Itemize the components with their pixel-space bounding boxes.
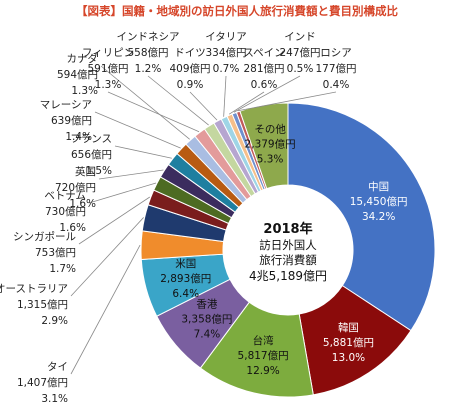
label-amount-フランス: 656億円 — [71, 148, 112, 161]
label-name-フランス: フランス — [70, 133, 112, 145]
leader-フランス — [114, 145, 172, 159]
label-amount-米国: 2,893億円 — [160, 272, 211, 285]
label-share-シンガポール: 1.7% — [49, 263, 76, 275]
center-line2: 旅行消費額 — [259, 253, 317, 267]
label-name-オーストラリア: オーストラリア — [0, 283, 68, 295]
label-name-イタリア: イタリア — [205, 31, 247, 43]
label-name-その他: その他 — [254, 122, 286, 135]
label-name-ドイツ: ドイツ — [174, 47, 206, 59]
label-share-タイ: 3.1% — [41, 393, 68, 405]
label-name-韓国: 韓国 — [338, 322, 359, 334]
label-share-英国: 1.6% — [69, 198, 96, 210]
label-amount-台湾: 5,817億円 — [238, 349, 289, 362]
label-name-インドネシア: インドネシア — [117, 31, 180, 43]
leader-イタリア — [223, 75, 227, 117]
slice-中国 — [287, 102, 436, 332]
label-amount-カナダ: 594億円 — [57, 68, 98, 81]
label-share-インド: 0.5% — [287, 63, 314, 75]
center-label-group: 2018年 訪日外国人 旅行消費額 4兆5,189億円 — [249, 221, 327, 283]
label-name-シンガポール: シンガポール — [13, 231, 76, 243]
label-name-米国: 米国 — [175, 257, 196, 270]
label-amount-タイ: 1,407億円 — [17, 376, 68, 389]
label-amount-韓国: 5,881億円 — [323, 336, 374, 349]
label-share-イタリア: 0.7% — [213, 63, 240, 75]
label-share-中国: 34.2% — [362, 211, 395, 223]
label-share-ドイツ: 0.9% — [177, 79, 204, 91]
label-share-韓国: 13.0% — [332, 352, 365, 364]
label-name-インド: インド — [284, 31, 316, 43]
leader-インドネシア — [147, 75, 209, 126]
label-amount-その他: 2,379億円 — [245, 137, 296, 150]
leader-ベトナム — [88, 182, 157, 204]
center-year: 2018年 — [263, 221, 312, 237]
label-amount-イタリア: 334億円 — [205, 46, 246, 59]
label-amount-インドネシア: 558億円 — [127, 46, 168, 59]
leader-スペイン — [228, 91, 265, 115]
label-share-マレーシア: 1.4% — [65, 131, 92, 143]
label-amount-ベトナム: 730億円 — [45, 205, 86, 218]
leader-カナダ — [100, 65, 190, 140]
label-name-ロシア: ロシア — [320, 47, 352, 59]
label-amount-オーストラリア: 1,315億円 — [17, 298, 68, 311]
label-share-米国: 6.4% — [172, 288, 199, 300]
leader-タイ — [70, 244, 141, 375]
leader-英国 — [98, 169, 164, 180]
label-share-ロシア: 0.4% — [323, 79, 350, 91]
label-name-中国: 中国 — [368, 180, 389, 193]
label-share-台湾: 12.9% — [246, 365, 279, 377]
label-name-カナダ: カナダ — [67, 52, 99, 65]
leader-オーストラリア — [70, 217, 144, 297]
slice-その他 — [239, 102, 289, 190]
label-amount-インド: 247億円 — [279, 46, 320, 59]
label-amount-ロシア: 177億円 — [315, 62, 356, 75]
label-share-その他: 5.3% — [257, 153, 284, 165]
center-total: 4兆5,189億円 — [249, 269, 327, 283]
label-amount-フィリピン: 591億円 — [87, 62, 128, 75]
label-name-タイ: タイ — [47, 361, 68, 373]
label-share-香港: 7.4% — [194, 328, 221, 340]
labels-group: 中国 15,450億円 34.2% 韓国 5,881億円 13.0% 台湾 5,817億円 12… — [0, 31, 407, 405]
label-share-フランス: 1.5% — [85, 165, 112, 177]
label-share-ベトナム: 1.6% — [59, 222, 86, 234]
label-name-台湾: 台湾 — [253, 334, 274, 347]
label-name-英国: 英国 — [75, 165, 96, 178]
leader-マレーシア — [94, 111, 181, 149]
label-name-スペイン: スペイン — [243, 47, 284, 59]
center-line1: 訪日外国人 — [259, 238, 317, 252]
label-amount-スペイン: 281億円 — [243, 62, 284, 75]
label-amount-マレーシア: 639億円 — [51, 114, 92, 127]
label-amount-中国: 15,450億円 — [350, 195, 408, 208]
label-share-カナダ: 1.3% — [71, 85, 98, 97]
chart-title: 【図表】国籍・地域別の訪日外国人旅行消費額と費目別構成比 — [76, 4, 398, 18]
label-share-フィリピン: 1.3% — [95, 79, 122, 91]
label-amount-英国: 720億円 — [55, 181, 96, 194]
label-share-スペイン: 0.6% — [251, 79, 278, 91]
label-name-フィリピン: フィリピン — [82, 47, 134, 59]
label-amount-ドイツ: 409億円 — [169, 62, 210, 75]
label-share-インドネシア: 1.2% — [135, 63, 162, 75]
label-name-香港: 香港 — [196, 298, 217, 310]
leader-フィリピン — [107, 91, 200, 133]
label-share-オーストラリア: 2.9% — [41, 315, 68, 327]
label-amount-シンガポール: 753億円 — [35, 246, 76, 259]
leader-シンガポール — [78, 196, 151, 245]
leader-ドイツ — [189, 91, 218, 121]
label-name-ベトナム: ベトナム — [44, 190, 86, 202]
leader-インド — [233, 75, 301, 113]
label-amount-香港: 3,358億円 — [181, 312, 232, 325]
slices-group — [140, 102, 436, 398]
label-name-マレーシア: マレーシア — [40, 99, 92, 111]
leader-ロシア — [237, 91, 337, 112]
leader-lines-group — [70, 65, 337, 375]
